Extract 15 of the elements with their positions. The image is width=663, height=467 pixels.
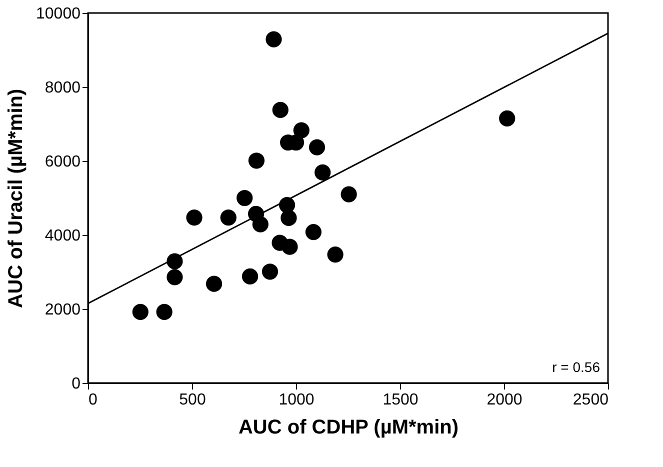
x-tick-label: 2000	[486, 392, 522, 408]
y-tick-label: 0	[72, 376, 81, 392]
x-tick-label: 1500	[382, 392, 418, 408]
y-tick-label: 8000	[44, 80, 81, 96]
x-tick-label: 0	[88, 392, 98, 408]
x-tick-label: 500	[179, 392, 206, 408]
y-axis-title: AUC of Uracil (µM*min)	[5, 88, 28, 308]
x-axis-title: AUC of CDHP (µM*min)	[238, 416, 459, 438]
x-tick-label: 1000	[278, 392, 314, 408]
y-tick-label: 6000	[44, 154, 81, 170]
x-tick-label: 2500	[572, 392, 609, 408]
y-tick-label: 10000	[36, 6, 81, 22]
annotation: r = 0.56	[552, 359, 600, 375]
y-tick-label: 2000	[44, 302, 81, 318]
y-tick-label: 4000	[44, 228, 81, 244]
